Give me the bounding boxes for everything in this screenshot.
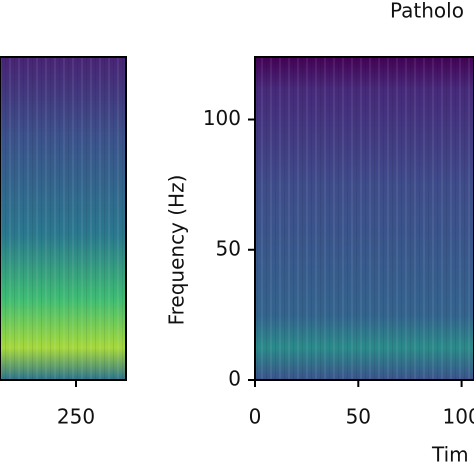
plot-frame: [0, 56, 127, 381]
chart-title: Patholo: [390, 0, 464, 23]
y-tick-label: 100: [203, 106, 241, 130]
plot-frame: [254, 56, 474, 381]
x-tick-label: 0: [249, 405, 262, 429]
spectrogram-texture: [255, 57, 474, 380]
x-tick-label: 100: [443, 405, 474, 429]
y-tick-label: 50: [216, 236, 241, 260]
y-tick-label: 0: [228, 367, 241, 391]
x-axis-label: Tim: [431, 443, 469, 467]
y-axis-label: Frequency (Hz): [165, 175, 189, 326]
spectrogram-texture: [0, 57, 126, 380]
x-tick-label: 250: [57, 405, 95, 429]
x-tick-label: 50: [346, 405, 371, 429]
